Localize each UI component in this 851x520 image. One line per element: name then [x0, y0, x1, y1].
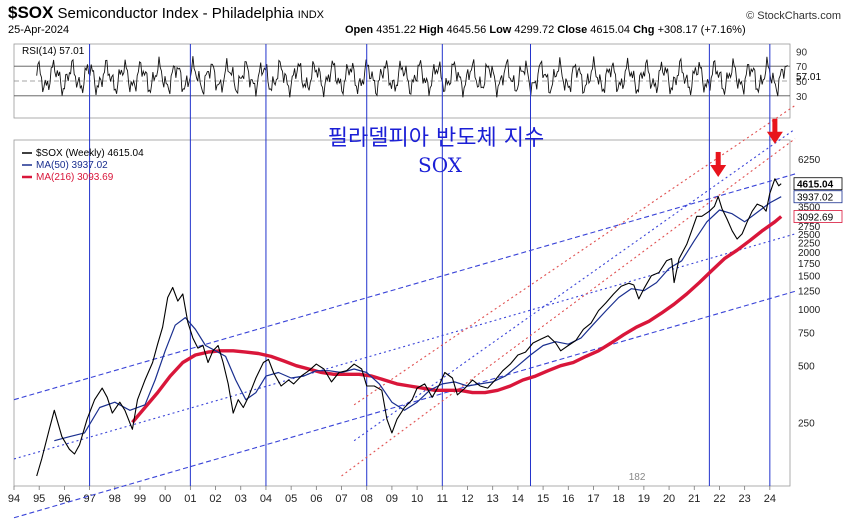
- index-name: Semiconductor Index - Philadelphia: [57, 5, 294, 22]
- symbol: $SOX: [8, 3, 54, 22]
- chg-value: +308.17 (+7.16%): [657, 24, 746, 36]
- price-panel: 2505007501000125015001750200022502500275…: [8, 44, 843, 519]
- y-tick-label: 1750: [798, 259, 821, 270]
- x-tick-label: 07: [335, 493, 347, 505]
- x-tick-label: 22: [713, 493, 725, 505]
- y-tick-label: 1000: [798, 305, 821, 316]
- y-tick-label: 1500: [798, 272, 821, 283]
- x-tick-label: 01: [184, 493, 196, 505]
- x-tick-label: 05: [285, 493, 297, 505]
- x-tick-label: 13: [487, 493, 499, 505]
- rsi-legend: RSI(14) 57.01: [22, 46, 85, 57]
- exchange: INDX: [297, 9, 324, 21]
- y-tick-label: 2250: [798, 239, 821, 250]
- channel-line: [13, 233, 796, 460]
- rsi-tick-label: 30: [796, 92, 808, 103]
- x-tick-label: 96: [58, 493, 70, 505]
- low-value: 4299.72: [514, 24, 555, 36]
- open-label: Open: [345, 24, 374, 36]
- y-tick-label: 750: [798, 328, 815, 339]
- credit: © StockCharts.com: [746, 10, 841, 22]
- y-tick-label: 2750: [798, 222, 821, 233]
- legend-entry: $SOX (Weekly) 4615.04: [36, 148, 144, 159]
- channel-line: [353, 105, 796, 406]
- x-tick-label: 10: [411, 493, 423, 505]
- last-value-tag: [793, 190, 843, 204]
- last-value-text: 4615.04: [797, 180, 834, 191]
- chart-title: $SOX Semiconductor Index - Philadelphia …: [8, 3, 324, 23]
- rsi-last-value: 57.01: [796, 72, 821, 83]
- channel-line: [341, 138, 796, 477]
- x-tick-label: 20: [663, 493, 675, 505]
- high-value: 4645.56: [446, 24, 487, 36]
- rsi-tick-label: 70: [796, 62, 808, 73]
- ohlc-readout: Open 4351.22 High 4645.56 Low 4299.72 Cl…: [345, 24, 746, 36]
- y-tick-label: 3500: [798, 202, 821, 213]
- price-frame: [13, 139, 791, 487]
- down-arrow-icon: [710, 164, 727, 177]
- x-tick-label: 06: [310, 493, 322, 505]
- x-tick-label: 12: [461, 493, 473, 505]
- chg-label: Chg: [633, 24, 655, 36]
- arrow-shaft: [772, 118, 778, 133]
- y-tick-label: 1250: [798, 287, 821, 298]
- close-label: Close: [557, 24, 588, 36]
- x-tick-label: 94: [8, 493, 20, 505]
- y-tick-label: 250: [798, 418, 815, 429]
- high-label: High: [419, 24, 444, 36]
- x-tick-label: 98: [109, 493, 121, 505]
- last-value-text: 3937.02: [797, 193, 834, 204]
- rsi-tick-label: 50: [796, 77, 808, 88]
- x-tick-label: 19: [638, 493, 650, 505]
- x-tick-label: 03: [235, 493, 247, 505]
- ma50-line: [54, 196, 782, 442]
- x-tick-label: 09: [386, 493, 398, 505]
- x-tick-label: 23: [739, 493, 751, 505]
- x-tick-label: 04: [260, 493, 272, 505]
- price-line: [36, 178, 782, 477]
- korean-annotation: 필라델피아 반도체 지수: [328, 126, 544, 151]
- low-label: Low: [489, 24, 512, 36]
- x-tick-label: 99: [134, 493, 146, 505]
- y-tick-label: 2500: [798, 230, 821, 241]
- y-tick-label: 2000: [798, 248, 821, 259]
- rsi-panel: 90 70 50 30 RSI(14) 57.01 57.01: [13, 43, 821, 119]
- x-tick-label: 21: [688, 493, 700, 505]
- legend-entry: MA(216) 3093.69: [36, 172, 114, 183]
- down-arrow-icon: [766, 131, 783, 144]
- x-tick-label: 97: [83, 493, 95, 505]
- x-tick-label: 02: [209, 493, 221, 505]
- sox-annotation: SOX: [418, 153, 463, 177]
- arrow-shaft: [715, 151, 721, 166]
- open-value: 4351.22: [376, 24, 416, 36]
- x-tick-label: 15: [537, 493, 549, 505]
- x-tick-label: 17: [587, 493, 599, 505]
- rsi-tick-label: 90: [796, 47, 808, 58]
- extra-label: 182: [629, 472, 646, 483]
- x-tick-label: 95: [33, 493, 45, 505]
- x-tick-label: 16: [562, 493, 574, 505]
- rsi-line: [36, 56, 788, 98]
- x-tick-label: 14: [512, 493, 524, 505]
- y-tick-label: 500: [798, 362, 815, 373]
- last-value-text: 3092.69: [797, 213, 834, 224]
- y-tick-label: 6250: [798, 155, 821, 166]
- ma216-line: [131, 215, 783, 424]
- legend-entry: MA(50) 3937.02: [36, 160, 108, 171]
- x-tick-label: 00: [159, 493, 171, 505]
- x-tick-label: 11: [437, 493, 448, 505]
- last-value-tag: [793, 210, 843, 223]
- close-value: 4615.04: [590, 24, 631, 36]
- last-value-tag: [793, 177, 843, 191]
- x-tick-label: 24: [764, 493, 776, 505]
- chart-date: 25-Apr-2024: [8, 24, 70, 36]
- x-tick-label: 18: [613, 493, 625, 505]
- x-tick-label: 08: [361, 493, 373, 505]
